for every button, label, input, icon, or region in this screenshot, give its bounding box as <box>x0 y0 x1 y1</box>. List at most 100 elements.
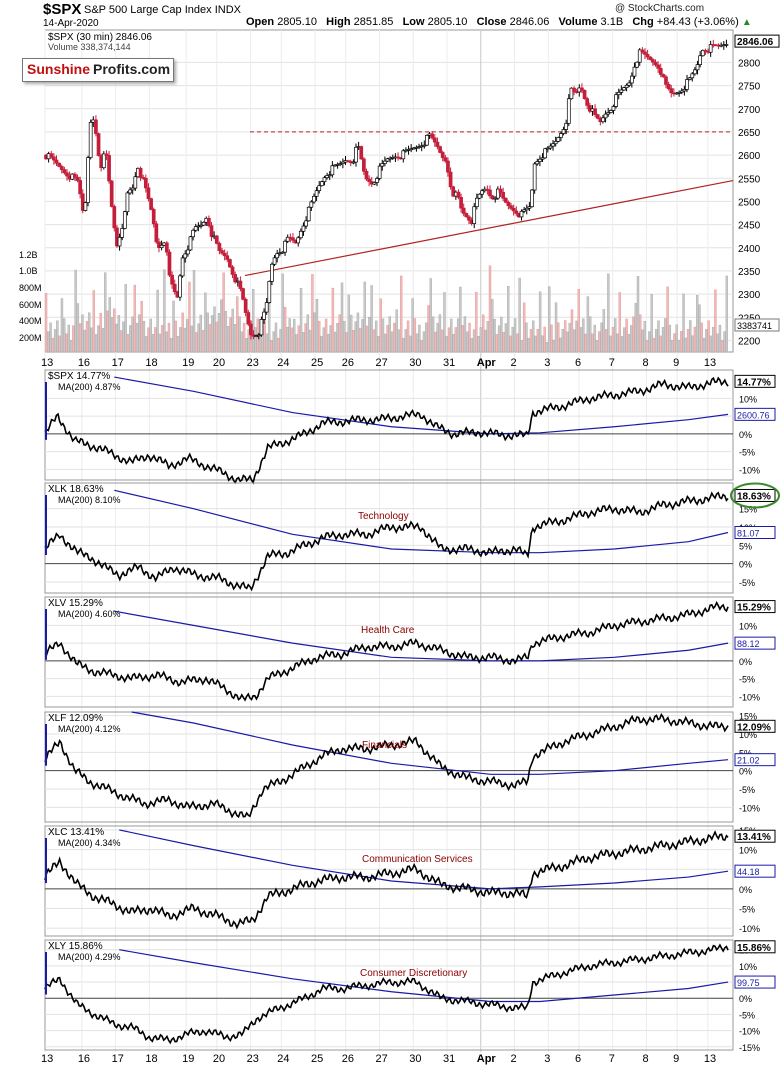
candle-body <box>317 185 322 192</box>
volume-bar <box>484 329 487 353</box>
volume-bar <box>265 333 269 353</box>
x-tick-label-top: 23 <box>247 357 259 369</box>
volume-bar <box>245 338 248 353</box>
candle-body <box>556 137 561 142</box>
volume-bar <box>504 323 508 353</box>
x-tick-label-top: 9 <box>673 357 679 369</box>
ma-value-label: 81.07 <box>737 529 760 539</box>
indicator-tick-label: -5% <box>739 905 755 915</box>
x-tick-label-bottom: 2 <box>511 1053 517 1065</box>
x-tick-label-top: 31 <box>443 357 455 369</box>
volume-bar <box>491 298 494 353</box>
volume-bar <box>72 325 75 353</box>
x-tick-label-top: 26 <box>342 357 354 369</box>
candle-body <box>249 323 253 336</box>
volume-bar <box>359 327 362 353</box>
volume-bar <box>151 334 155 353</box>
last-value-label: 18.63% <box>737 491 771 502</box>
indicator-legend: $SPX 14.77% <box>48 371 110 382</box>
candle-body <box>459 197 463 209</box>
volume-label: Volume <box>558 16 598 28</box>
volume-bar <box>56 320 59 353</box>
indicator-tick-label: -10% <box>739 924 760 934</box>
x-tick-label-bottom: 31 <box>443 1053 455 1065</box>
volume-bar <box>659 335 662 353</box>
x-tick-label-bottom: 25 <box>311 1053 323 1065</box>
volume-bar <box>468 322 471 353</box>
volume-bar <box>557 322 560 353</box>
volume-bar <box>126 334 130 353</box>
volume-bar <box>554 302 558 353</box>
last-value-label: 12.09% <box>737 722 771 733</box>
candle-body <box>619 89 624 93</box>
indicator-tick-label: -5% <box>739 1010 755 1020</box>
volume-bar <box>58 335 61 353</box>
volume-bar <box>106 310 109 353</box>
candle-body <box>527 206 532 209</box>
x-tick-label-top: 13 <box>41 357 53 369</box>
volume-bar <box>124 284 127 353</box>
volume-bar <box>429 278 432 353</box>
volume-bar <box>427 305 430 353</box>
volume-bar <box>548 286 551 353</box>
volume-bar <box>231 308 234 353</box>
candle-body <box>669 88 674 94</box>
candle-body <box>183 253 188 259</box>
volume-bar <box>181 312 184 353</box>
volume-bar <box>368 317 371 353</box>
price-tick-label: 2600 <box>738 151 761 162</box>
ma-value-label: 99.75 <box>737 978 760 988</box>
indicator-tick-label: 0% <box>739 767 752 777</box>
chg-value: +84.43 (+3.06%) <box>656 16 739 28</box>
volume-bar <box>370 285 373 353</box>
volume-bar <box>696 295 699 353</box>
volume-bar <box>272 331 275 353</box>
volume-bar <box>393 322 396 353</box>
volume-tick-label: 800M <box>19 283 42 293</box>
volume-bar <box>602 309 606 353</box>
volume-bar <box>258 333 262 353</box>
candle-body <box>230 266 235 275</box>
volume-bar <box>242 322 246 353</box>
close-value: 2846.06 <box>509 16 550 28</box>
volume-bar <box>318 320 321 353</box>
indicator-tick-label: -5% <box>739 578 755 588</box>
candle-body <box>464 213 469 218</box>
candle-body <box>666 84 671 89</box>
volume-bar <box>479 327 483 353</box>
x-tick-label-top: 6 <box>575 357 581 369</box>
volume-bar <box>614 318 617 353</box>
volume-bar <box>445 336 448 353</box>
candle-body <box>685 79 689 90</box>
volume-bar <box>377 335 380 353</box>
volume-bar <box>94 334 98 353</box>
candle-body <box>375 178 379 183</box>
volume-bar <box>629 325 633 353</box>
volume-bar <box>76 303 80 353</box>
candle-body <box>461 207 466 214</box>
candle-body <box>622 87 626 91</box>
candle-body <box>640 49 645 53</box>
volume-bar <box>220 299 223 353</box>
volume-bar <box>604 329 608 353</box>
candle-body <box>309 201 314 208</box>
volume-bar <box>568 322 571 353</box>
candle-body <box>188 236 193 251</box>
x-tick-label-bottom: 16 <box>78 1053 90 1065</box>
high-label: High <box>326 16 351 28</box>
indicator-panel-frame <box>44 711 734 823</box>
candle-body <box>57 162 61 167</box>
candle-body <box>551 143 555 147</box>
candle-body <box>146 187 151 199</box>
x-tick-label-top: 27 <box>375 357 387 369</box>
x-tick-label-bottom: 6 <box>575 1053 581 1065</box>
volume-bar <box>463 316 467 353</box>
volume-bar <box>618 292 621 353</box>
volume-bar <box>668 324 672 353</box>
volume-bar <box>131 316 134 353</box>
volume-bar <box>657 320 660 353</box>
volume-value: 3.1B <box>600 16 624 28</box>
candle-body <box>170 274 174 285</box>
price-tick-label: 2300 <box>738 290 761 301</box>
candle-body <box>532 163 537 191</box>
